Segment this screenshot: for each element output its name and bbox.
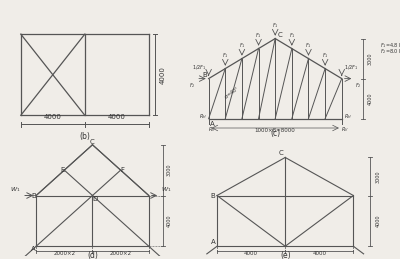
- Text: 4000: 4000: [167, 215, 172, 227]
- Text: A: A: [210, 239, 215, 245]
- Text: 4000: 4000: [312, 250, 326, 256]
- Text: $F_1$=4.8 kN: $F_1$=4.8 kN: [380, 41, 400, 50]
- Text: (c): (c): [270, 129, 280, 138]
- Text: $F_1$: $F_1$: [288, 31, 295, 40]
- Text: C: C: [279, 150, 284, 156]
- Text: 4000: 4000: [244, 250, 258, 256]
- Text: $1/2F_1$: $1/2F_1$: [192, 63, 206, 72]
- Text: $W_1$: $W_1$: [162, 185, 172, 194]
- Text: 2000×2: 2000×2: [110, 250, 132, 256]
- Text: $F_1$: $F_1$: [255, 31, 262, 40]
- Text: $R_V$: $R_V$: [341, 125, 349, 134]
- Text: $F_1$: $F_1$: [272, 21, 278, 30]
- Text: B: B: [32, 192, 36, 198]
- Text: $F_1$: $F_1$: [322, 51, 328, 60]
- Text: C: C: [90, 139, 95, 145]
- Text: 4000: 4000: [44, 114, 62, 120]
- Text: A: A: [210, 121, 214, 127]
- Text: $R_H$: $R_H$: [199, 112, 207, 121]
- Text: $R_V$: $R_V$: [208, 125, 216, 134]
- Text: 3000: 3000: [368, 52, 372, 65]
- Text: 4000: 4000: [376, 215, 380, 227]
- Text: B: B: [202, 72, 207, 78]
- Text: (d): (d): [87, 251, 98, 259]
- Text: 3000: 3000: [376, 170, 380, 183]
- Text: $F_2$: $F_2$: [189, 81, 195, 90]
- Text: $W_1$: $W_1$: [10, 185, 21, 194]
- Text: 4000: 4000: [160, 66, 166, 84]
- Text: D: D: [92, 196, 98, 202]
- Text: $\alpha$=40°: $\alpha$=40°: [222, 84, 241, 101]
- Text: $F_1$: $F_1$: [238, 41, 245, 50]
- Text: B: B: [210, 192, 215, 198]
- Text: 1000×8=8000: 1000×8=8000: [255, 127, 296, 133]
- Text: $F_2$=8.0 kN: $F_2$=8.0 kN: [380, 47, 400, 56]
- Text: (b): (b): [79, 132, 90, 141]
- Text: 4000: 4000: [368, 92, 372, 105]
- Text: $F_2$: $F_2$: [355, 81, 362, 90]
- Text: (e): (e): [280, 251, 290, 259]
- Text: $1/2F_1$: $1/2F_1$: [344, 63, 359, 72]
- Text: F: F: [121, 167, 125, 173]
- Text: $F_1$: $F_1$: [305, 41, 312, 50]
- Text: 4000: 4000: [108, 114, 126, 120]
- Text: $R_H$: $R_H$: [344, 112, 352, 121]
- Text: $F_1$: $F_1$: [222, 51, 229, 60]
- Text: 3000: 3000: [167, 164, 172, 176]
- Text: 2000×2: 2000×2: [53, 250, 75, 256]
- Text: E: E: [60, 167, 64, 173]
- Text: C: C: [277, 32, 282, 38]
- Text: A: A: [32, 246, 36, 252]
